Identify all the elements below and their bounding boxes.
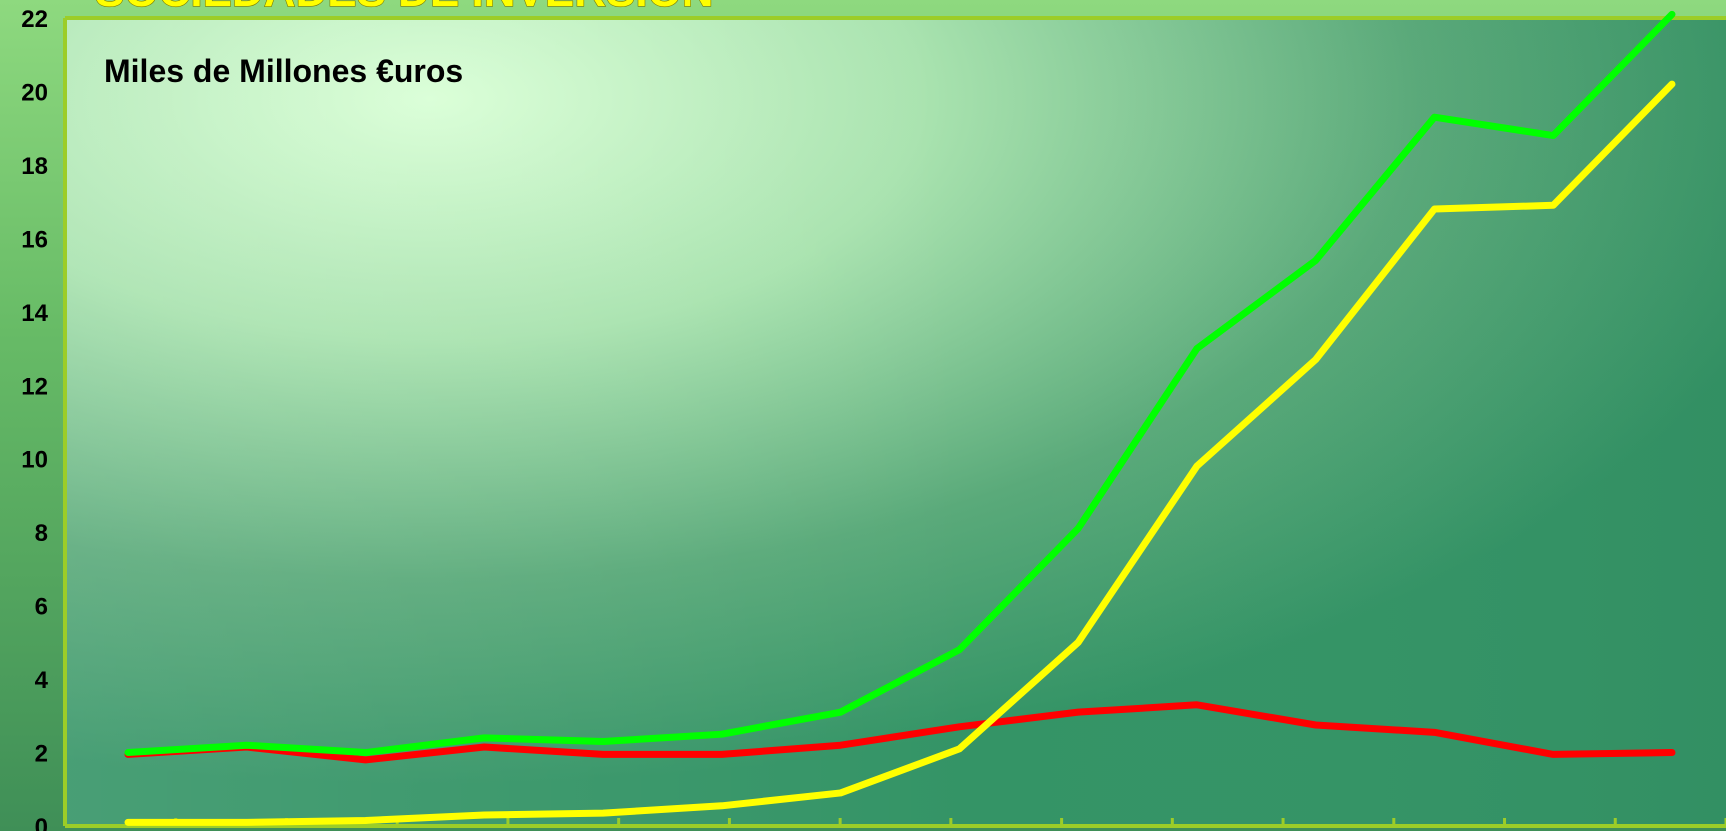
plot-shade <box>65 18 1726 826</box>
y-tick-label: 2 <box>35 741 48 768</box>
y-tick-label: 12 <box>21 373 48 400</box>
y-axis-tick-labels: 0 2 4 6 8 10 12 14 16 18 20 22 <box>21 6 48 831</box>
y-tick-label: 4 <box>35 667 49 694</box>
y-tick-label: 18 <box>21 153 48 180</box>
series-line <box>124 10 1676 757</box>
series-lines <box>124 10 1676 826</box>
y-tick-label: 16 <box>21 226 48 253</box>
y-axis-unit-label: Miles de Millones €uros <box>104 53 463 89</box>
chart-title: SOCIEDADES DE INVERSION <box>95 0 714 16</box>
series-line <box>124 701 1676 764</box>
y-tick-label: 22 <box>21 6 48 33</box>
y-tick-label: 20 <box>21 79 48 106</box>
y-tick-label: 10 <box>21 447 48 474</box>
y-tick-label: 0 <box>35 814 48 831</box>
y-tick-label: 6 <box>35 594 48 621</box>
y-tick-label: 8 <box>35 520 48 547</box>
series-line <box>124 80 1676 826</box>
y-tick-label: 14 <box>21 300 48 327</box>
x-axis-ticks <box>63 818 1726 826</box>
